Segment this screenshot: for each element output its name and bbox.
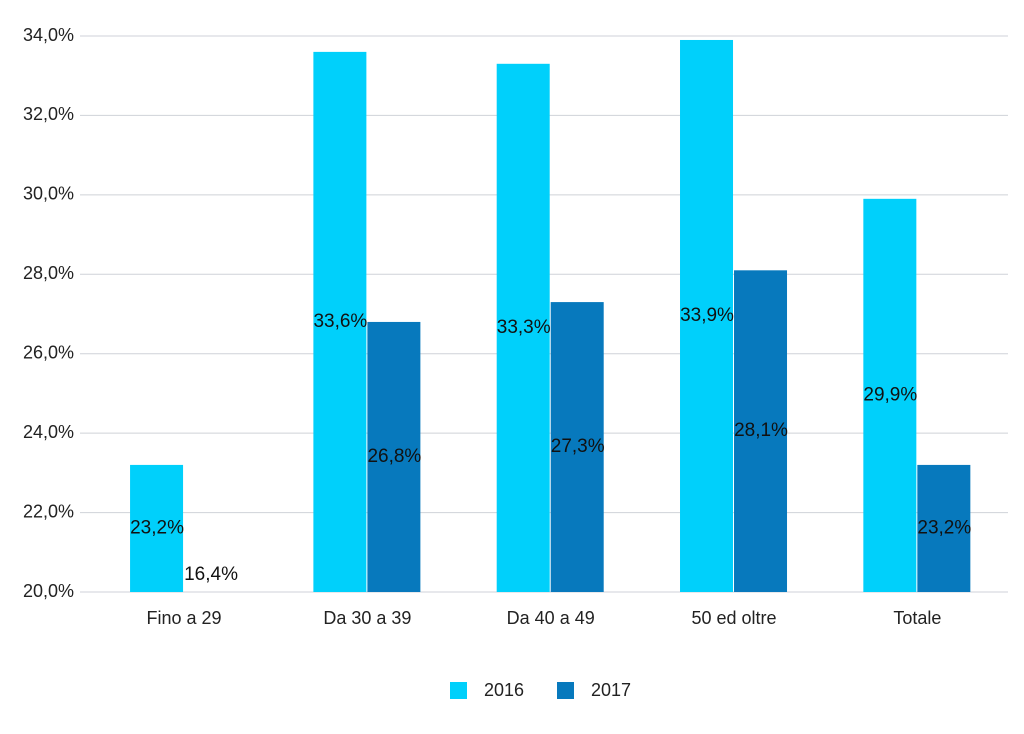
- bar: [496, 63, 550, 592]
- y-tick-label: 32,0%: [23, 104, 74, 124]
- bars: [130, 39, 971, 592]
- value-label: 29,9%: [863, 384, 917, 405]
- bar: [550, 302, 604, 592]
- value-label: 27,3%: [551, 436, 605, 457]
- value-label: 26,8%: [367, 446, 421, 467]
- legend-swatch: [557, 682, 574, 699]
- labels: 20,0% 22,0% 24,0% 26,0% 28,0% 30,0% 32,0% 34,0%…: [23, 25, 971, 700]
- bar: [734, 270, 788, 592]
- y-tick-label: 20,0%: [23, 581, 74, 601]
- legend-label: 2017: [591, 680, 631, 700]
- value-label: 33,3%: [497, 317, 551, 338]
- bar: [367, 321, 421, 592]
- value-label: 28,1%: [734, 420, 788, 441]
- y-tick-label: 24,0%: [23, 422, 74, 442]
- y-tick-label: 28,0%: [23, 263, 74, 283]
- value-label: 16,4%: [184, 564, 238, 585]
- x-tick-label: Da 30 a 39: [323, 608, 411, 628]
- value-label: 23,2%: [917, 517, 971, 538]
- x-tick-label: Da 40 a 49: [507, 608, 595, 628]
- x-tick-label: Totale: [893, 608, 941, 628]
- legend-swatch: [450, 682, 467, 699]
- y-tick-label: 26,0%: [23, 342, 74, 362]
- x-tick-label: 50 ed oltre: [691, 608, 776, 628]
- legend-label: 2016: [484, 680, 524, 700]
- value-label: 33,9%: [680, 305, 734, 326]
- bar: [130, 464, 184, 592]
- x-tick-label: Fino a 29: [147, 608, 222, 628]
- y-tick-label: 22,0%: [23, 501, 74, 521]
- y-tick-label: 34,0%: [23, 25, 74, 45]
- value-label: 23,2%: [130, 517, 184, 538]
- y-tick-label: 30,0%: [23, 184, 74, 204]
- bar: [680, 39, 734, 592]
- bar: [917, 464, 971, 592]
- bar: [863, 198, 917, 592]
- value-label: 33,6%: [313, 311, 367, 332]
- bar: [313, 51, 367, 592]
